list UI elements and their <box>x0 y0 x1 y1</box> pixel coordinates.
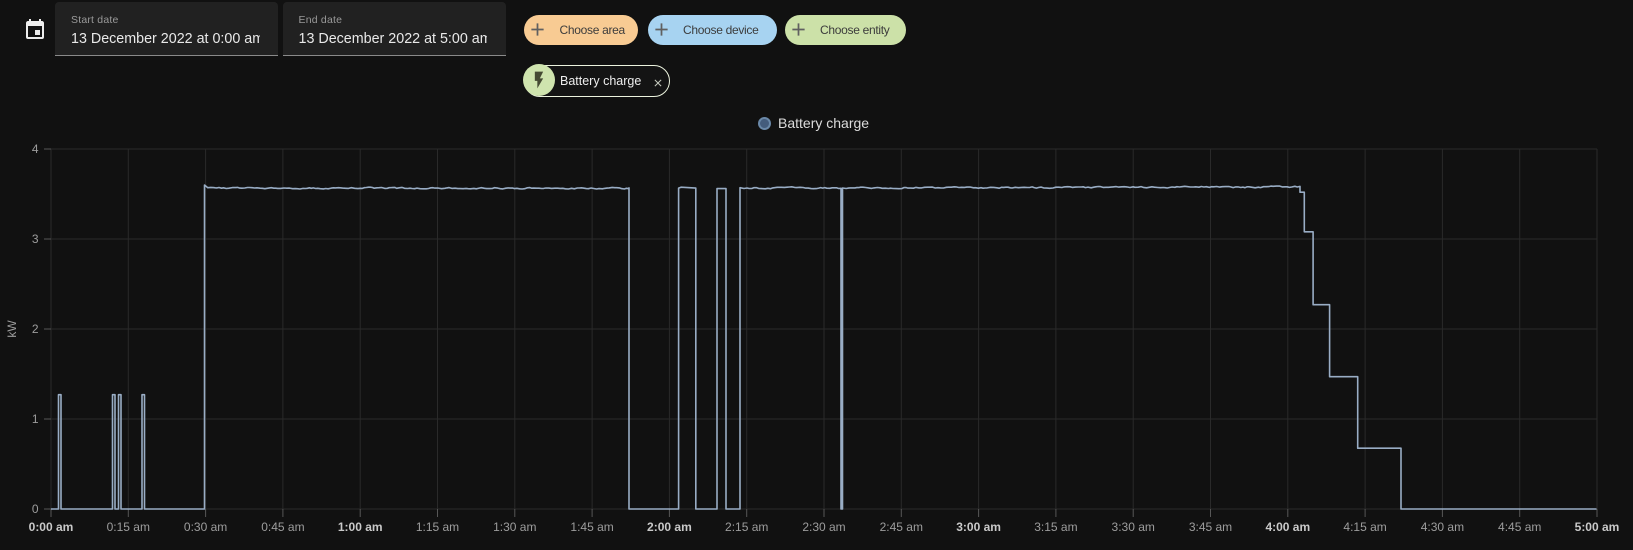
svg-text:kW: kW <box>5 320 19 338</box>
svg-text:3:45 am: 3:45 am <box>1189 520 1232 534</box>
svg-text:2:45 am: 2:45 am <box>880 520 923 534</box>
svg-text:3:00 am: 3:00 am <box>956 520 1001 534</box>
svg-text:0:00 am: 0:00 am <box>29 520 74 534</box>
svg-text:1:45 am: 1:45 am <box>570 520 613 534</box>
svg-text:0: 0 <box>32 502 39 516</box>
svg-text:0:15 am: 0:15 am <box>107 520 150 534</box>
svg-text:1:30 am: 1:30 am <box>493 520 536 534</box>
svg-text:0:30 am: 0:30 am <box>184 520 227 534</box>
svg-text:2:15 am: 2:15 am <box>725 520 768 534</box>
svg-text:3:15 am: 3:15 am <box>1034 520 1077 534</box>
svg-text:3:30 am: 3:30 am <box>1112 520 1155 534</box>
svg-text:0:45 am: 0:45 am <box>261 520 304 534</box>
svg-text:1: 1 <box>32 412 39 426</box>
svg-text:3: 3 <box>32 232 39 246</box>
svg-text:1:00 am: 1:00 am <box>338 520 383 534</box>
svg-text:4:15 am: 4:15 am <box>1343 520 1386 534</box>
svg-text:4: 4 <box>32 142 39 156</box>
svg-text:1:15 am: 1:15 am <box>416 520 459 534</box>
svg-text:2: 2 <box>32 322 39 336</box>
svg-text:4:30 am: 4:30 am <box>1421 520 1464 534</box>
svg-text:5:00 am: 5:00 am <box>1575 520 1620 534</box>
svg-text:4:00 am: 4:00 am <box>1265 520 1310 534</box>
svg-text:2:00 am: 2:00 am <box>647 520 692 534</box>
svg-text:2:30 am: 2:30 am <box>802 520 845 534</box>
svg-text:4:45 am: 4:45 am <box>1498 520 1541 534</box>
